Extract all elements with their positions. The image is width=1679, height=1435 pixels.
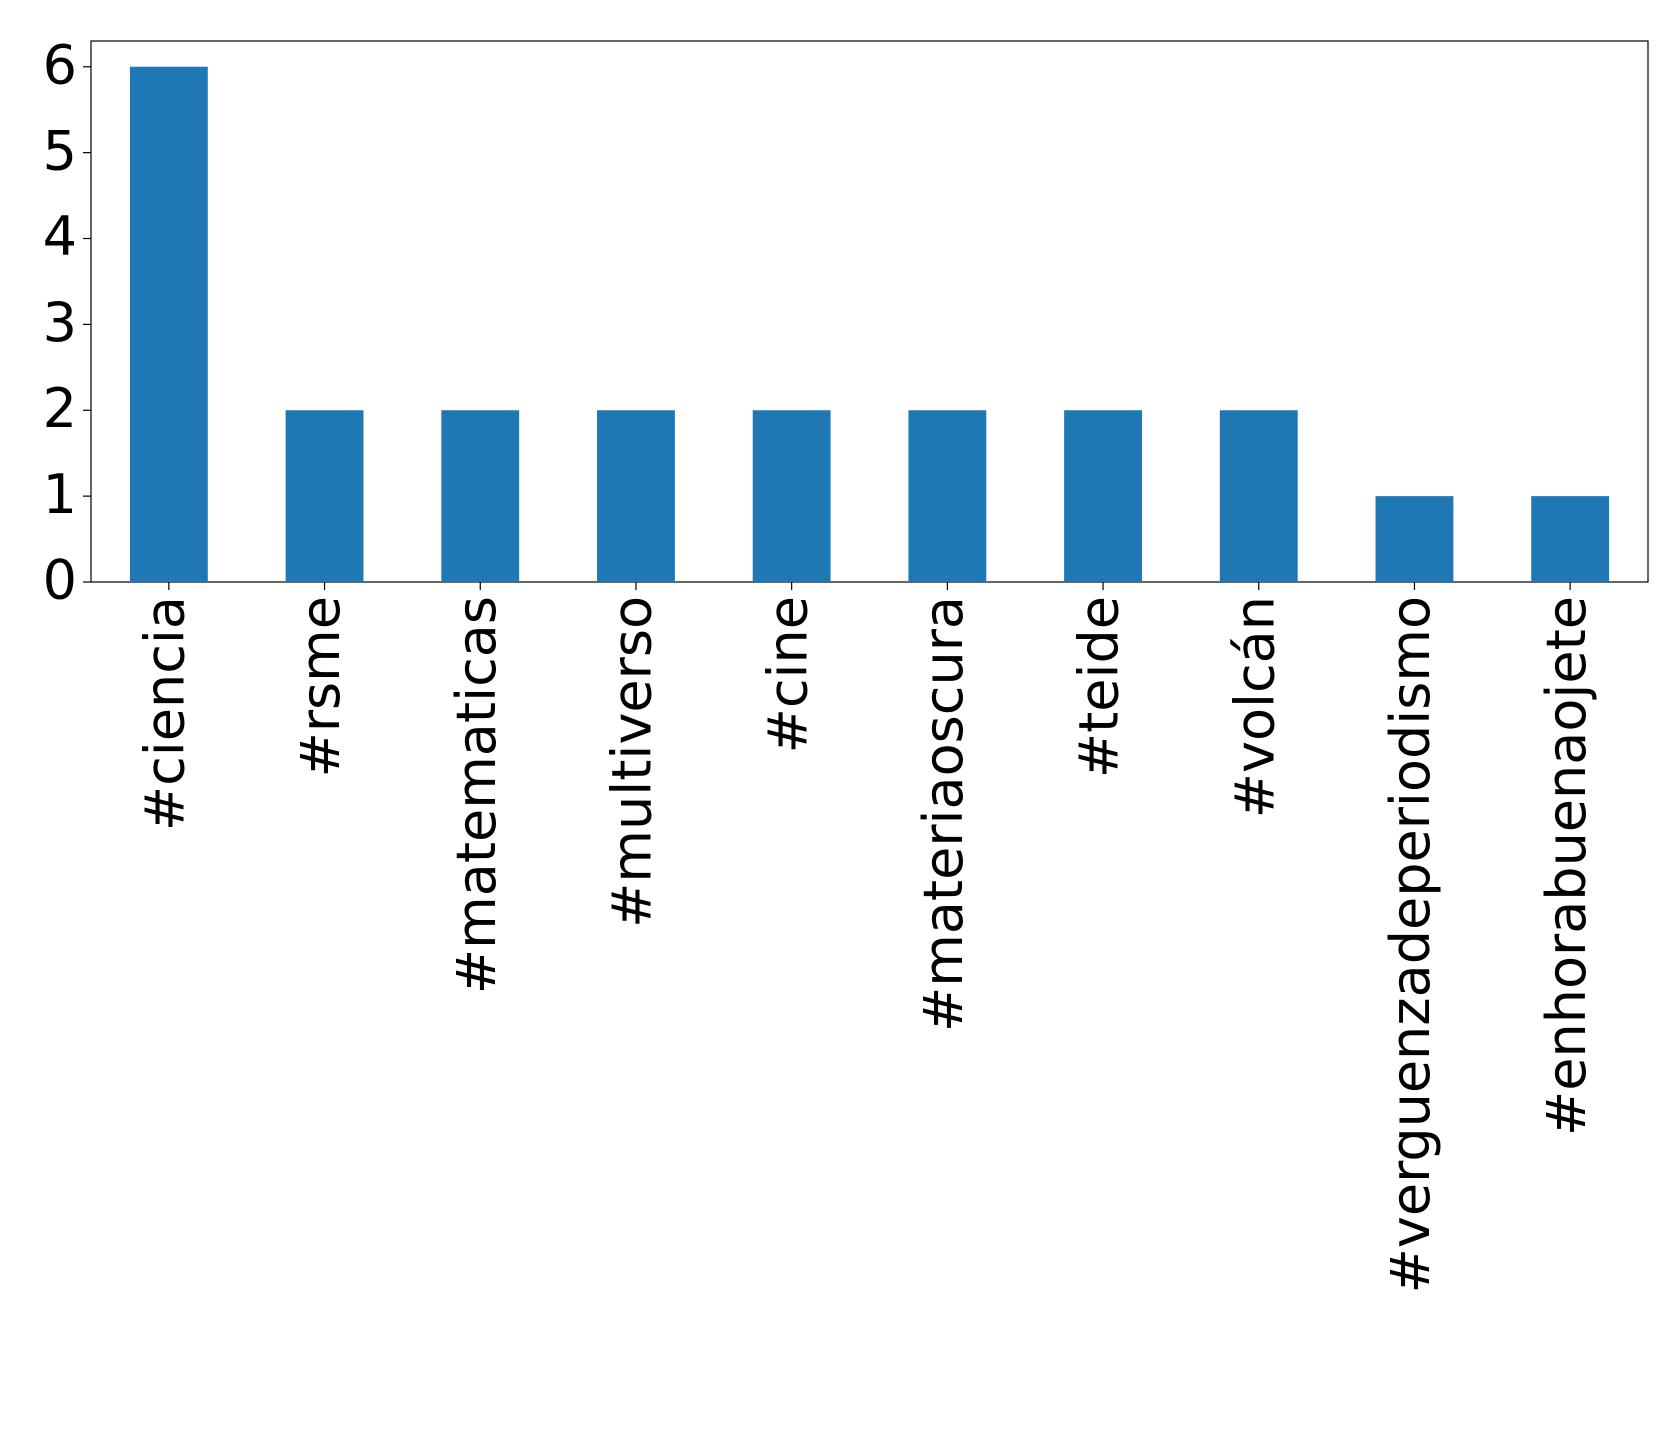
y-tick-label: 1	[43, 463, 77, 526]
bar	[752, 410, 831, 582]
x-tick-label: #teide	[1068, 596, 1131, 778]
bar	[908, 410, 987, 582]
x-tick-label: #cine	[756, 596, 819, 753]
bar	[129, 66, 208, 582]
bar	[285, 410, 364, 582]
y-tick-label: 3	[43, 291, 77, 354]
x-tick-label: #matematicas	[445, 596, 508, 994]
x-tick-label: #rsme	[289, 596, 352, 777]
y-tick-label: 4	[43, 205, 77, 268]
x-tick-label: #materiaoscura	[912, 596, 975, 1032]
bar	[1064, 410, 1142, 582]
y-tick-label: 2	[43, 377, 77, 440]
bar	[441, 410, 520, 582]
bar	[1219, 410, 1298, 582]
y-tick-label: 5	[43, 119, 77, 182]
y-tick-label: 0	[43, 549, 77, 612]
bar	[1531, 496, 1610, 582]
plot-frame	[90, 40, 1649, 583]
x-tick-label: #ciencia	[133, 596, 196, 831]
bar	[597, 410, 675, 582]
x-tick-label: #verguenzadeperiodismo	[1379, 596, 1442, 1293]
x-tick-label: #multiverso	[601, 596, 664, 928]
x-tick-label: #enhorabuenaojete	[1535, 596, 1598, 1136]
y-tick-label: 6	[43, 33, 77, 96]
x-tick-label: #volcán	[1223, 596, 1286, 818]
bar	[1375, 496, 1454, 582]
